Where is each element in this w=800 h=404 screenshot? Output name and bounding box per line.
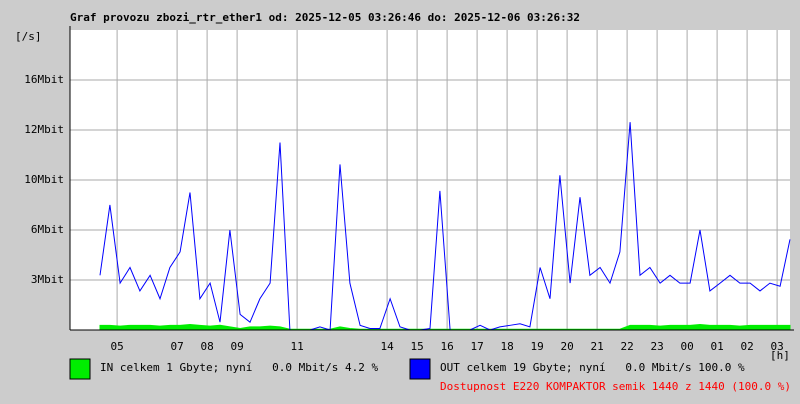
y-tick-label: 16Mbit <box>24 73 64 86</box>
legend-label: IN celkem 1 Gbyte; nyní 0.0 Mbit/s 4.2 % <box>100 361 379 374</box>
x-tick-label: 05 <box>110 340 123 353</box>
y-tick-label: 12Mbit <box>24 123 64 136</box>
x-tick-label: 16 <box>440 340 453 353</box>
x-unit: [h] <box>770 349 790 362</box>
x-tick-label: 17 <box>470 340 483 353</box>
x-tick-label: 20 <box>560 340 573 353</box>
chart-title: Graf provozu zbozi_rtr_ether1 od: 2025-1… <box>70 11 580 24</box>
x-tick-label: 21 <box>590 340 603 353</box>
x-tick-label: 23 <box>650 340 663 353</box>
y-unit: [/s] <box>15 30 42 43</box>
legend-label: OUT celkem 19 Gbyte; nyní 0.0 Mbit/s 100… <box>440 361 745 374</box>
x-tick-label: 03 <box>770 340 783 353</box>
x-tick-label: 09 <box>230 340 243 353</box>
x-tick-label: 22 <box>620 340 633 353</box>
x-tick-label: 02 <box>740 340 753 353</box>
x-tick-label: 07 <box>170 340 183 353</box>
y-tick-label: 10Mbit <box>24 173 64 186</box>
legend-swatch <box>409 358 431 380</box>
x-tick-label: 15 <box>410 340 423 353</box>
x-tick-label: 01 <box>710 340 723 353</box>
x-tick-label: 14 <box>380 340 394 353</box>
x-tick-label: 00 <box>680 340 693 353</box>
x-tick-label: 19 <box>530 340 543 353</box>
y-tick-label: 6Mbit <box>31 223 64 236</box>
legend-swatch <box>69 358 91 380</box>
x-tick-label: 08 <box>200 340 213 353</box>
x-tick-label: 11 <box>290 340 303 353</box>
note: Dostupnost E220 KOMPAKTOR semik 1440 z 1… <box>440 380 791 393</box>
y-tick-label: 3Mbit <box>31 273 64 286</box>
line <box>99 122 791 331</box>
x-tick-label: 18 <box>500 340 513 353</box>
